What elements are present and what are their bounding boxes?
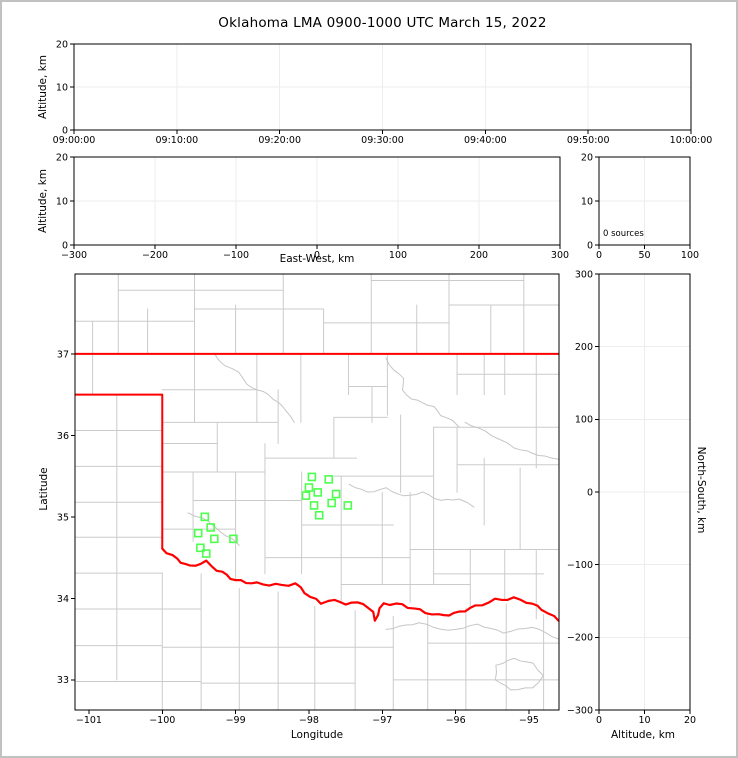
- x-tick-label: −99: [226, 715, 246, 726]
- y-axis-label-north-south: North-South, km: [695, 446, 707, 534]
- x-tick-label: 10: [638, 715, 650, 726]
- x-tick-label: −100: [223, 250, 249, 261]
- x-tick-label: 09:10:00: [155, 135, 198, 146]
- river-boundary: [464, 421, 559, 460]
- x-tick-label: 200: [470, 250, 488, 261]
- x-tick-label: −100: [149, 715, 175, 726]
- x-tick-label: 300: [551, 250, 569, 261]
- lma-station-marker: [193, 528, 203, 538]
- y-tick-label: 20: [581, 152, 593, 163]
- x-axis-label-longitude: Longitude: [290, 729, 344, 741]
- y-axis-label-ew-panel: Altitude, km: [37, 169, 49, 234]
- panel-map: −101 −100 −99 −98 −97 −96 −95 33 34 35 36 37: [57, 273, 560, 726]
- lma-station-marker: [301, 491, 311, 500]
- y-tick-label: 37: [57, 349, 69, 360]
- lma-station-marker: [307, 472, 317, 482]
- x-tick-label: 20: [684, 715, 696, 726]
- lma-station-marker: [314, 510, 324, 520]
- x-tick-label: 0: [596, 715, 602, 726]
- lma-station-marker: [324, 475, 334, 484]
- state-border: [75, 393, 164, 550]
- panel-alt-histogram: 0 50 100 0 10 20: [581, 152, 699, 261]
- lma-station-marker: [229, 534, 238, 544]
- y-tick-label: 36: [57, 431, 69, 442]
- x-tick-label: 09:00:00: [53, 135, 96, 146]
- sources-count-label: 0 sources: [603, 229, 644, 239]
- x-tick-label: 50: [638, 250, 650, 261]
- lma-station-marker: [309, 501, 319, 510]
- x-axis-label-altitude: Altitude, km: [610, 729, 675, 741]
- red-river-border: [161, 547, 559, 623]
- lma-station-marker: [313, 488, 323, 497]
- map-layers: [75, 274, 559, 710]
- river-boundary: [385, 357, 460, 428]
- x-tick-label: 09:40:00: [464, 135, 507, 146]
- x-tick-label: 09:30:00: [361, 135, 404, 146]
- y-tick-label: 0: [587, 240, 593, 251]
- y-tick-label: 34: [57, 594, 69, 605]
- y-tick-label: 20: [56, 39, 68, 50]
- x-tick-label: 0: [596, 250, 602, 261]
- y-tick-label: 35: [57, 512, 69, 523]
- y-tick-label: 20: [56, 152, 68, 163]
- x-tick-label: −96: [446, 715, 466, 726]
- lma-station-marker: [304, 483, 314, 492]
- y-tick-label: 10: [581, 196, 593, 207]
- y-tick-label: 100: [575, 415, 593, 426]
- x-tick-label: −101: [76, 715, 102, 726]
- river-boundary: [385, 622, 559, 640]
- x-tick-label: 10:00:00: [670, 135, 713, 146]
- x-tick-label: −200: [142, 250, 168, 261]
- panel-ew-height: −300 −200 −100 0 100 200 300 0 10 20: [56, 152, 569, 261]
- figure-title: Oklahoma LMA 0900-1000 UTC March 15, 202…: [218, 15, 547, 31]
- y-tick-label: 200: [575, 342, 593, 353]
- y-tick-label: −300: [567, 705, 593, 716]
- lma-station-marker: [327, 498, 336, 508]
- lma-station-marker: [206, 523, 215, 532]
- panel-time-height: 09:00:00 09:10:00 09:20:00 09:30:00 09:40:00…: [53, 39, 713, 146]
- x-tick-label: −97: [372, 715, 392, 726]
- x-tick-label: −95: [519, 715, 539, 726]
- y-tick-label: 0: [587, 487, 593, 498]
- x-tick-label: −98: [299, 715, 319, 726]
- river-boundary: [214, 354, 295, 423]
- lma-station-marker: [201, 549, 211, 558]
- y-axis-label-latitude: Latitude: [38, 467, 50, 511]
- panel-ns-height: 0 10 20 −300 −200 −100 0 100 200 300: [567, 269, 696, 726]
- x-tick-label: 100: [389, 250, 407, 261]
- river-boundary: [348, 483, 475, 508]
- lma-station-marker: [210, 534, 219, 544]
- y-tick-label: −200: [567, 633, 593, 644]
- x-axis-label-east-west: East-West, km: [279, 253, 355, 265]
- y-tick-label: 33: [57, 675, 69, 686]
- lma-station-marker: [196, 543, 205, 553]
- panel-frame-map: [74, 273, 560, 711]
- x-tick-label: 09:20:00: [258, 135, 301, 146]
- river-boundary: [494, 657, 544, 691]
- river-boundary: [187, 512, 240, 546]
- lma-station-marker: [200, 512, 210, 522]
- y-tick-label: 0: [62, 240, 68, 251]
- lma-station-marker: [343, 501, 353, 510]
- x-tick-label: 100: [681, 250, 699, 261]
- x-tick-label: −300: [61, 250, 87, 261]
- y-tick-label: −100: [567, 560, 593, 571]
- lma-station-marker: [331, 489, 341, 499]
- y-tick-label: 0: [62, 125, 68, 136]
- y-tick-label: 10: [56, 196, 68, 207]
- x-tick-label: 0: [314, 250, 320, 261]
- x-tick-label: 09:50:00: [567, 135, 610, 146]
- y-tick-label: 10: [56, 82, 68, 93]
- y-tick-label: 300: [575, 269, 593, 280]
